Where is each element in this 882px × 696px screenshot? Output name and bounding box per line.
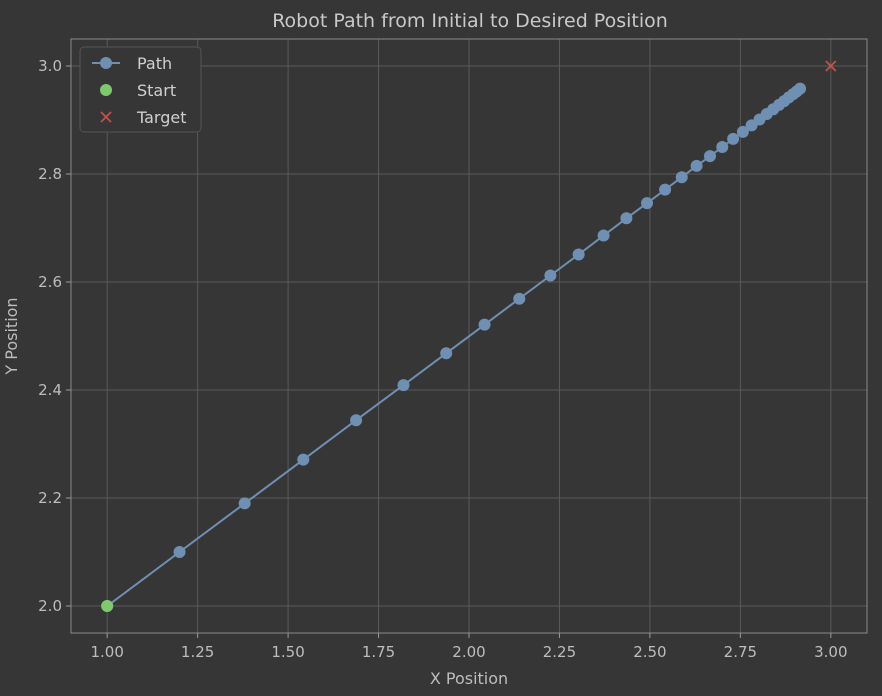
- path-point: [716, 141, 729, 153]
- path-point: [478, 318, 491, 331]
- path-point: [727, 132, 740, 145]
- x-tick-label: 2.50: [633, 643, 666, 661]
- legend-label: Path: [137, 54, 172, 73]
- path-point: [736, 125, 749, 138]
- x-tick-label: 2.75: [724, 643, 757, 661]
- path-point: [620, 212, 633, 225]
- x-tick-label: 2.00: [452, 643, 485, 661]
- x-axis-label: X Position: [430, 669, 508, 688]
- legend-path-marker: [100, 57, 112, 69]
- path-point: [659, 183, 672, 196]
- path-point: [350, 414, 363, 427]
- legend-target-marker: [100, 111, 112, 123]
- path-point: [703, 150, 716, 163]
- y-tick-label: 2.6: [38, 273, 62, 291]
- path-point: [675, 171, 688, 184]
- start-marker: [101, 600, 114, 612]
- path-point: [440, 347, 453, 360]
- chart-title: Robot Path from Initial to Desired Posit…: [272, 10, 668, 32]
- path-point: [544, 269, 557, 282]
- x-tick-label: 1.25: [181, 643, 214, 661]
- y-tick-label: 2.2: [38, 489, 62, 507]
- path-point: [513, 292, 526, 305]
- y-tick-label: 2.0: [38, 597, 62, 615]
- legend-label: Start: [137, 81, 176, 100]
- path-point: [641, 197, 654, 210]
- legend: Path Start Target: [79, 46, 202, 133]
- x-tick-label: 1.50: [271, 643, 304, 661]
- x-tick-label: 3.00: [814, 643, 847, 661]
- path-point: [297, 453, 310, 466]
- y-tick-label: 2.4: [38, 381, 62, 399]
- ticks: 1.00 1.25 1.50 1.75 2.00 2.25 2.50 2.75 3.00 2.0 2…: [38, 57, 847, 661]
- legend-box: [79, 46, 202, 133]
- legend-start-marker: [100, 84, 112, 96]
- path-point: [238, 497, 251, 510]
- legend-target-stroke: [100, 111, 112, 123]
- series: [101, 60, 837, 612]
- path-point: [794, 82, 807, 95]
- y-tick-label: 3.0: [38, 57, 62, 75]
- target-marker: [825, 60, 837, 72]
- path-point: [597, 229, 610, 242]
- x-tick-label: 2.25: [543, 643, 576, 661]
- y-axis-label: Y Position: [2, 297, 21, 375]
- y-tick-label: 2.8: [38, 165, 62, 183]
- x-tick-label: 1.75: [362, 643, 395, 661]
- path-point: [173, 546, 186, 558]
- legend-label: Target: [136, 108, 187, 127]
- path-point: [397, 379, 410, 392]
- x-tick-label: 1.00: [90, 643, 123, 661]
- target-marker-stroke: [825, 60, 837, 72]
- path-point: [690, 159, 703, 172]
- path-point: [572, 248, 585, 261]
